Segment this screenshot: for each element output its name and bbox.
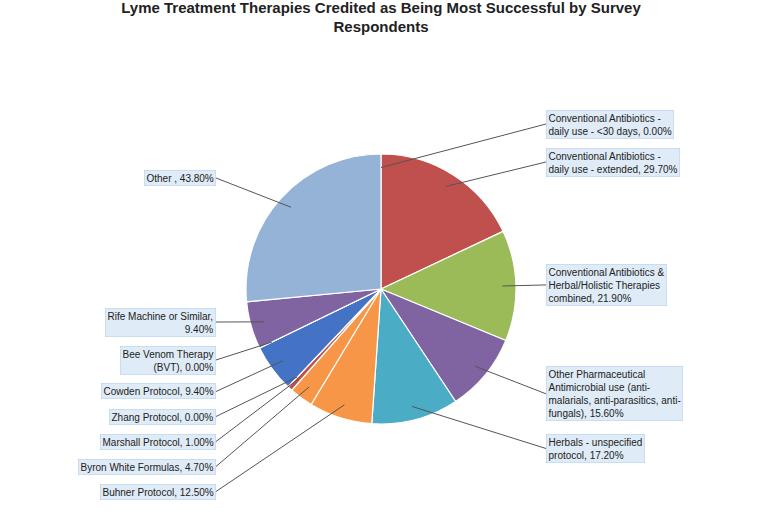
svg-text:Cowden Protocol, 9.40%: Cowden Protocol, 9.40% [104, 386, 214, 397]
svg-text:Herbals - unspecifiedprotocol,: Herbals - unspecifiedprotocol, 17.20% [549, 437, 643, 461]
svg-text:Lyme Treatment Therapies Credi: Lyme Treatment Therapies Credited as Bei… [121, 0, 641, 35]
svg-text:Bee Venom Therapy(BVT), 0.00%: Bee Venom Therapy(BVT), 0.00% [123, 349, 214, 373]
svg-text:Rife Machine or Similar,9.40%: Rife Machine or Similar,9.40% [108, 311, 214, 335]
svg-text:Marshall Protocol, 1.00%: Marshall Protocol, 1.00% [103, 437, 214, 448]
svg-text:Buhner Protocol, 12.50%: Buhner Protocol, 12.50% [103, 487, 214, 498]
svg-text:Other PharmaceuticalAntimicrob: Other PharmaceuticalAntimicrobial use (a… [549, 369, 681, 419]
svg-text:Zhang Protocol, 0.00%: Zhang Protocol, 0.00% [112, 412, 214, 423]
svg-text:Conventional Antibiotics -dail: Conventional Antibiotics -daily use - ex… [549, 151, 678, 175]
svg-text:Conventional Antibiotics -dail: Conventional Antibiotics -daily use - <3… [549, 113, 672, 137]
svg-text:Other , 43.80%: Other , 43.80% [147, 173, 214, 184]
svg-text:Conventional Antibiotics &Herb: Conventional Antibiotics &Herbal/Holisti… [549, 267, 665, 304]
svg-text:Byron White Formulas, 4.70%: Byron White Formulas, 4.70% [81, 462, 214, 473]
